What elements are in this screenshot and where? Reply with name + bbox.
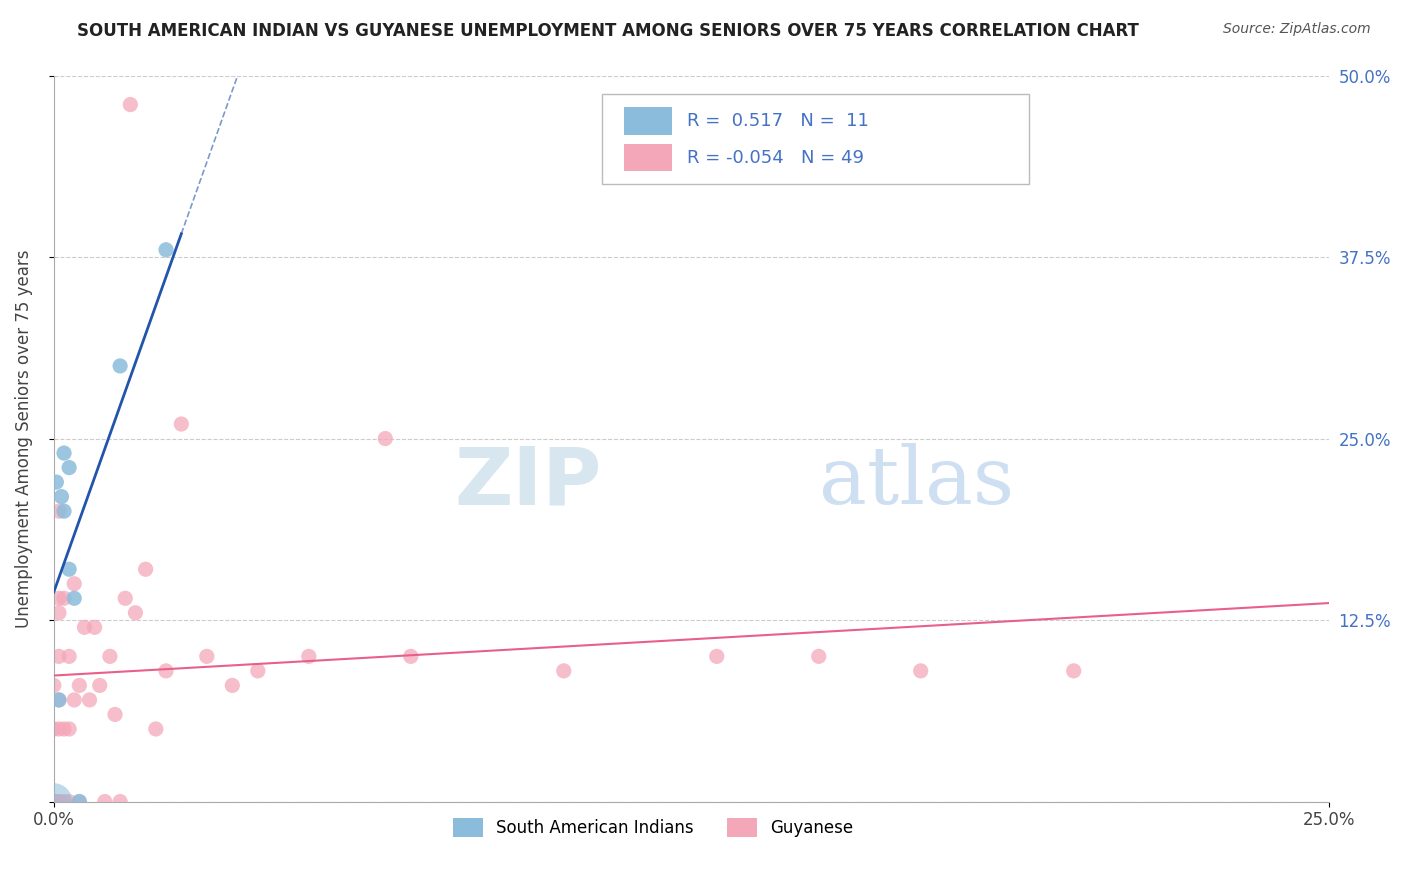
- Point: [53, 591, 76, 606]
- Point: [58, 722, 80, 736]
- Point: [374, 432, 396, 446]
- Point: [108, 795, 131, 809]
- Point: [45, 475, 67, 489]
- Point: [89, 678, 111, 692]
- Point: [48, 722, 70, 736]
- Point: [67, 795, 90, 809]
- Point: [1063, 664, 1085, 678]
- Point: [42, 795, 65, 809]
- Point: [48, 795, 70, 809]
- Point: [58, 795, 80, 809]
- Text: Source: ZipAtlas.com: Source: ZipAtlas.com: [1223, 22, 1371, 37]
- Point: [399, 649, 422, 664]
- Point: [58, 649, 80, 664]
- Point: [83, 620, 105, 634]
- Point: [53, 446, 76, 460]
- Point: [195, 649, 218, 664]
- Point: [53, 504, 76, 518]
- Point: [58, 460, 80, 475]
- Point: [63, 591, 86, 606]
- Point: [114, 591, 136, 606]
- FancyBboxPatch shape: [624, 107, 672, 135]
- Point: [67, 678, 90, 692]
- Point: [42, 795, 65, 809]
- Point: [42, 678, 65, 692]
- Text: ZIP: ZIP: [454, 443, 602, 521]
- Point: [53, 795, 76, 809]
- Point: [155, 664, 177, 678]
- Point: [94, 795, 117, 809]
- Point: [63, 576, 86, 591]
- Point: [104, 707, 127, 722]
- Point: [298, 649, 321, 664]
- Point: [98, 649, 121, 664]
- Point: [51, 490, 73, 504]
- Point: [706, 649, 728, 664]
- Point: [48, 693, 70, 707]
- Point: [155, 243, 177, 257]
- Point: [48, 504, 70, 518]
- Text: R = -0.054   N = 49: R = -0.054 N = 49: [688, 149, 865, 167]
- Point: [170, 417, 193, 431]
- Point: [48, 591, 70, 606]
- Point: [120, 97, 142, 112]
- Point: [246, 664, 269, 678]
- Point: [42, 722, 65, 736]
- Point: [145, 722, 167, 736]
- Point: [910, 664, 932, 678]
- Point: [48, 649, 70, 664]
- Point: [73, 620, 96, 634]
- Point: [553, 664, 575, 678]
- Point: [221, 678, 243, 692]
- Point: [124, 606, 146, 620]
- Point: [108, 359, 131, 373]
- Y-axis label: Unemployment Among Seniors over 75 years: Unemployment Among Seniors over 75 years: [15, 249, 32, 628]
- Point: [48, 606, 70, 620]
- Point: [63, 693, 86, 707]
- Point: [42, 795, 65, 809]
- Point: [135, 562, 157, 576]
- Point: [67, 795, 90, 809]
- Point: [53, 722, 76, 736]
- Point: [48, 795, 70, 809]
- FancyBboxPatch shape: [624, 144, 672, 171]
- Text: R =  0.517   N =  11: R = 0.517 N = 11: [688, 112, 869, 130]
- Legend: South American Indians, Guyanese: South American Indians, Guyanese: [446, 812, 860, 844]
- Point: [79, 693, 101, 707]
- FancyBboxPatch shape: [602, 94, 1029, 185]
- Point: [48, 693, 70, 707]
- Text: SOUTH AMERICAN INDIAN VS GUYANESE UNEMPLOYMENT AMONG SENIORS OVER 75 YEARS CORRE: SOUTH AMERICAN INDIAN VS GUYANESE UNEMPL…: [77, 22, 1139, 40]
- Text: atlas: atlas: [818, 443, 1014, 521]
- Point: [58, 562, 80, 576]
- Point: [42, 795, 65, 809]
- Point: [807, 649, 830, 664]
